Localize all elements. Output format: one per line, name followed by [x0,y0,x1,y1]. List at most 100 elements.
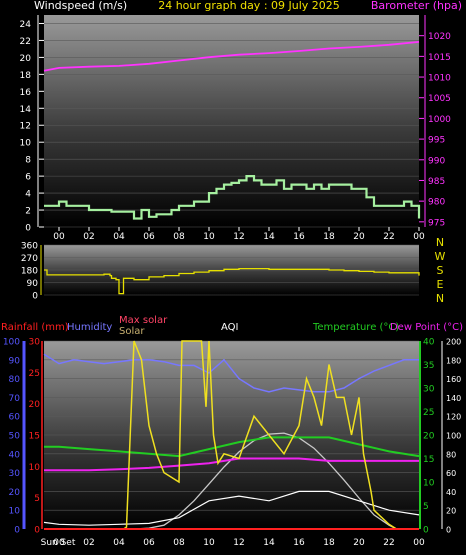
x-tick-label: 22 [383,232,394,242]
humidity-tick-label: 100 [3,338,20,348]
solar-tick-label: 200 [446,338,461,347]
barometer-axis-title: Barometer (hpa) [371,0,462,12]
direction-tick-label: 360 [21,242,38,252]
x-tick-label: 04 [113,232,125,242]
x-tick-label: 18 [323,538,335,548]
wind-baro-grid [44,23,419,228]
humidity-tick-label: 60 [9,413,21,423]
x-tick-label: 14 [263,538,275,548]
windspeed-tick-label: 24 [20,20,32,30]
rainfall-tick-label: 15 [29,432,40,442]
x-tick-label: 22 [383,538,394,548]
wind-direction-series [44,267,420,295]
x-tick-label: 00 [413,538,425,548]
solar-tick-label: 20 [446,507,456,516]
x-tick-label: 08 [173,232,185,242]
direction-tick-label: 90 [27,279,39,289]
multi-grid [44,340,419,530]
windspeed-tick-label: 6 [25,173,31,183]
temperature-tick-label: 40 [423,338,435,348]
x-tick-label: 12 [233,232,244,242]
humidity-tick-label: 90 [9,356,21,366]
humidity-axis: 0 10 20 30 40 50 60 70 80 90 100 [3,338,26,536]
direction-tick-label: 180 [21,267,38,277]
solar-tick-label: 160 [446,375,461,384]
solar-tick-label: 80 [446,450,456,459]
solar-tick-label: 0 [446,526,451,535]
dewpoint-axis-title: Dew Point (°C) [390,322,463,333]
compass-label: W [435,250,446,263]
solar-tick-label: 60 [446,469,456,478]
barometer-tick-label: 975 [428,218,445,228]
x-tick-label: 00 [53,538,65,548]
series-wind-direction [44,267,420,295]
aqi-label: AQI [221,322,239,333]
barometer-tick-label: 1005 [428,94,451,104]
solar-tick-label: 120 [446,413,461,422]
humidity-tick-label: 50 [9,432,21,442]
temperature-tick-label: 15 [423,455,434,465]
temperature-tick-label: 5 [423,502,429,512]
solar-tick-label: 140 [446,394,461,403]
humidity-tick-label: 0 [14,526,20,536]
x-tick-label: 10 [203,232,215,242]
rainfall-axis: 0 5 10 15 20 25 30 [29,338,43,536]
temperature-axis-title: Temperature (°C) [312,322,399,333]
series-dew-point-c [44,457,419,472]
compass-label: N [436,292,444,305]
barometer-tick-label: 1015 [428,53,451,63]
direction-tick-label: 270 [21,254,38,264]
series-barometer-hpa [43,41,420,72]
rainfall-tick-label: 20 [29,400,41,410]
solar-axis: 0 20 40 60 80 100 120 140 160 180 200 [441,338,461,535]
wind-direction-grid [44,244,419,296]
x-tick-label: 04 [113,538,125,548]
windspeed-tick-label: 22 [20,37,31,47]
windspeed-tick-label: 12 [20,122,31,132]
solar-tick-label: 100 [446,432,461,441]
rainfall-tick-label: 25 [29,369,40,379]
x-tick-label: 08 [173,538,185,548]
x-tick-label: 06 [143,538,155,548]
rainfall-tick-label: 5 [34,494,40,504]
x-tick-label: 20 [353,232,365,242]
rainfall-axis-title: Rainfall (mm) [1,322,69,333]
humidity-tick-label: 30 [9,469,21,479]
barometer-tick-label: 990 [428,156,445,166]
barometer-tick-label: 1000 [428,115,451,125]
series-temperature-c [44,436,420,458]
x-tick-label: 20 [353,538,365,548]
wind-baro-series [43,41,421,220]
solar-tick-label: 40 [446,488,456,497]
temperature-tick-label: 25 [423,408,434,418]
humidity-tick-label: 10 [9,507,21,517]
series-solar [44,340,419,530]
barometer-tick-label: 995 [428,136,445,146]
x-tick-label: 18 [323,232,335,242]
rainfall-tick-label: 30 [29,338,41,348]
solar-tick-label: 180 [446,356,461,365]
x-tick-label: 00 [413,232,425,242]
x-tick-label: 16 [293,232,305,242]
windspeed-tick-label: 8 [25,156,31,166]
temperature-tick-label: 30 [423,385,435,395]
humidity-axis-title: Humidity [67,322,112,333]
x-tick-label: 16 [293,538,305,548]
barometer-axis: 975 980 985 990 995 1000 1005 1010 1015 1020 [419,15,451,228]
x-tick-label: 12 [233,538,244,548]
windspeed-tick-label: 20 [20,54,32,64]
humidity-tick-label: 70 [9,394,21,404]
windspeed-tick-label: 0 [25,224,31,234]
x-tick-label: 10 [203,538,215,548]
compass-label: E [437,278,444,291]
windspeed-tick-label: 18 [20,71,32,81]
direction-tick-label: 0 [32,292,38,302]
x-tick-label: 02 [83,232,94,242]
windspeed-axis-title: Windspeed (m/s) [34,0,127,12]
compass-label: N [436,236,444,249]
graph-title: 24 hour graph day : 09 July 2025 [158,0,340,12]
windspeed-tick-label: 16 [20,88,32,98]
